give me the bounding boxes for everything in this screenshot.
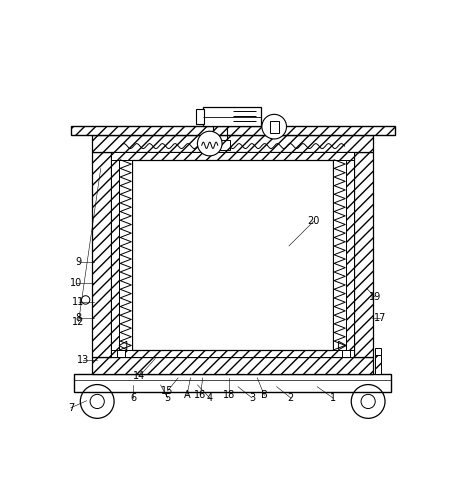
Text: 4: 4 (207, 393, 213, 403)
Text: 2: 2 (287, 393, 294, 403)
Bar (92, 357, 374, 375)
Text: 16: 16 (194, 391, 207, 400)
Circle shape (197, 131, 222, 156)
Bar (119, 160, 133, 350)
Text: 8: 8 (75, 313, 82, 323)
Text: 19: 19 (369, 292, 381, 302)
Text: 3: 3 (249, 393, 255, 403)
Text: 11: 11 (73, 297, 85, 307)
Polygon shape (119, 341, 127, 350)
Bar (117, 350, 125, 357)
Text: B: B (261, 391, 268, 400)
Bar (71, 126, 395, 135)
Bar (92, 152, 111, 357)
Polygon shape (339, 341, 346, 350)
Text: 14: 14 (133, 371, 146, 381)
Text: 10: 10 (70, 278, 82, 288)
Bar (270, 121, 279, 132)
Text: 20: 20 (307, 216, 320, 226)
Bar (346, 152, 354, 357)
Bar (74, 375, 391, 392)
Text: 15: 15 (161, 386, 174, 396)
Text: 5: 5 (164, 393, 171, 403)
Bar (375, 348, 381, 355)
Bar (196, 110, 204, 124)
Text: 7: 7 (68, 403, 74, 413)
Bar (354, 152, 374, 357)
Bar (133, 160, 333, 350)
Bar (375, 355, 381, 375)
Text: 18: 18 (223, 391, 235, 400)
Bar (111, 152, 119, 357)
Bar (92, 135, 374, 152)
Bar (111, 152, 354, 160)
Bar (210, 140, 230, 150)
Bar (111, 350, 354, 357)
Text: A: A (183, 391, 190, 400)
Bar (333, 160, 346, 350)
Text: 17: 17 (374, 313, 387, 323)
Bar (203, 107, 261, 126)
Text: 9: 9 (75, 257, 82, 267)
Text: 6: 6 (130, 393, 137, 403)
Circle shape (262, 114, 286, 139)
Text: 12: 12 (72, 317, 85, 327)
Bar (342, 350, 350, 357)
Text: 13: 13 (77, 356, 89, 365)
Text: 1: 1 (330, 393, 336, 403)
